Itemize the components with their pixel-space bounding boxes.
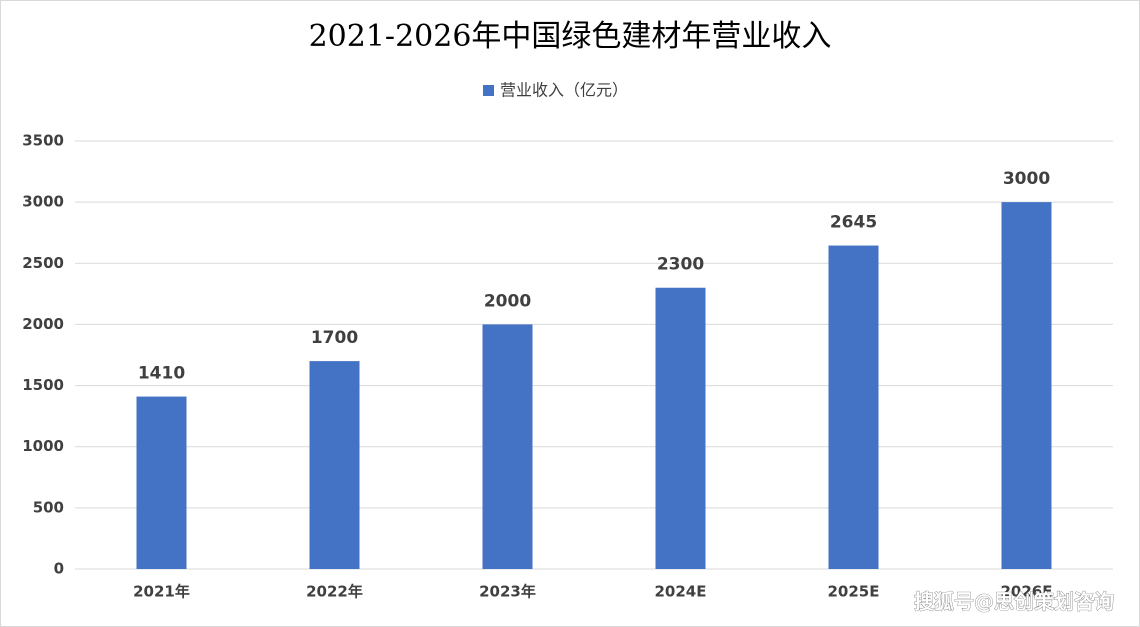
y-tick-label: 2500 <box>22 254 64 272</box>
watermark: 搜狐号@思创策划咨询 <box>914 590 1114 614</box>
x-tick-label: 2021年 <box>133 583 190 601</box>
y-tick-label: 3500 <box>22 132 64 150</box>
x-tick-label: 2025E <box>828 583 880 601</box>
y-tick-label: 0 <box>54 560 64 578</box>
value-label: 1410 <box>138 364 185 384</box>
bar <box>309 361 360 569</box>
y-tick-label: 1000 <box>22 437 64 455</box>
value-label: 2300 <box>657 255 704 275</box>
y-tick-label: 500 <box>33 498 64 516</box>
bar <box>828 245 879 569</box>
value-label: 2645 <box>830 213 877 233</box>
y-tick-label: 2000 <box>22 315 64 333</box>
bar <box>1001 202 1052 569</box>
x-tick-label: 2024E <box>655 583 707 601</box>
bar <box>136 396 187 569</box>
bar <box>482 324 533 569</box>
y-tick-label: 3000 <box>22 193 64 211</box>
x-tick-label: 2022年 <box>306 583 363 601</box>
x-tick-label: 2026E <box>1001 583 1053 601</box>
bar <box>655 287 706 569</box>
legend-swatch <box>483 85 494 96</box>
legend-label: 营业收入（亿元） <box>500 81 628 100</box>
value-label: 3000 <box>1003 169 1050 189</box>
value-label: 2000 <box>484 291 531 311</box>
x-tick-label: 2023年 <box>479 583 536 601</box>
value-label: 1700 <box>311 328 358 348</box>
y-tick-label: 1500 <box>22 376 64 394</box>
chart-title: 2021-2026年中国绿色建材年营业收入 <box>309 19 832 54</box>
